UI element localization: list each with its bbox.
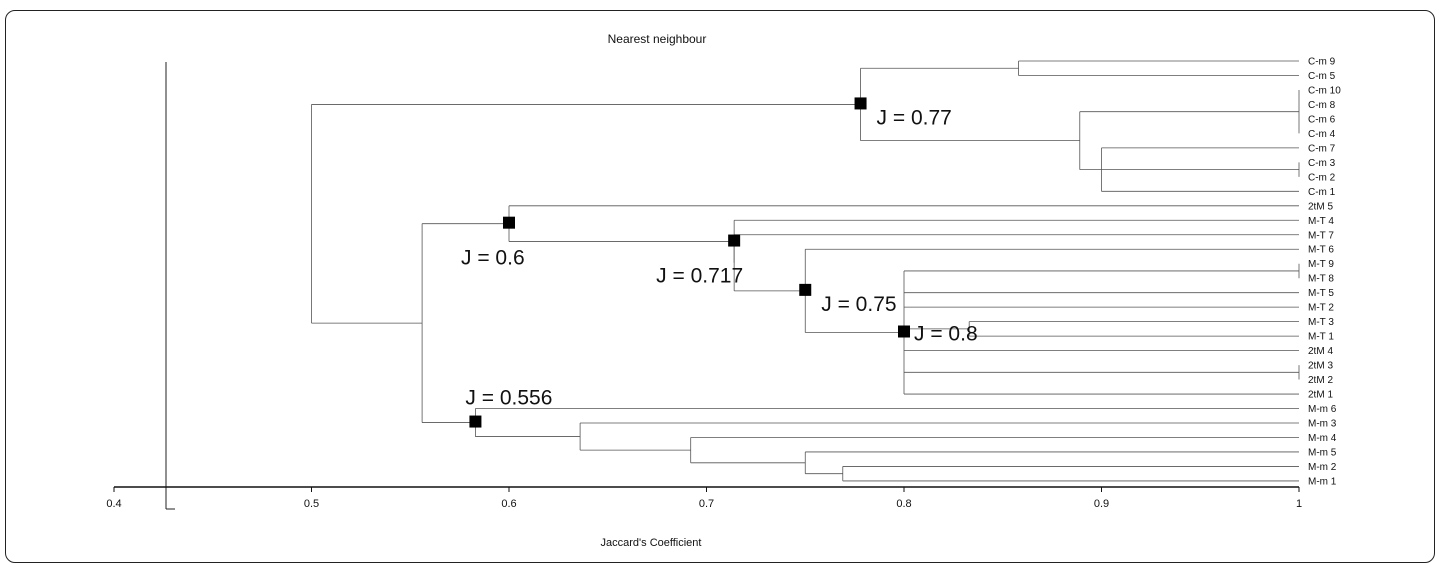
x-tick-label-0: 0.4 (106, 498, 121, 510)
leaf-label-c-m-6: C-m 6 (1308, 114, 1336, 125)
leaf-label-c-m-1: C-m 1 (1308, 187, 1336, 198)
chart-frame (5, 10, 1435, 563)
leaf-label-m-t-8: M-T 8 (1308, 274, 1334, 285)
leaf-label-m-t-6: M-T 6 (1308, 245, 1334, 256)
leaf-label-2tm-4: 2tM 4 (1308, 346, 1333, 357)
leaf-label-m-t-2: M-T 2 (1308, 303, 1334, 314)
node-marker-f (854, 97, 867, 110)
annotation-s: J = 0.556 (465, 387, 552, 410)
leaf-label-m-t-9: M-T 9 (1308, 259, 1334, 270)
leaf-label-m-t-1: M-T 1 (1308, 332, 1334, 343)
node-marker-n (503, 216, 515, 229)
leaf-label-m-m-5: M-m 5 (1308, 447, 1337, 458)
leaf-label-c-m-7: C-m 7 (1308, 143, 1336, 154)
leaf-label-2tm-3: 2tM 3 (1308, 361, 1333, 372)
chart-title: Nearest neighbour (608, 32, 707, 46)
x-tick-label-2: 0.6 (501, 498, 516, 510)
annotation-n: J = 0.6 (461, 247, 525, 270)
x-axis-label: Jaccard's Coefficient (601, 537, 702, 549)
node-marker-k (799, 283, 812, 296)
leaf-label-c-m-9: C-m 9 (1308, 57, 1336, 68)
leaf-label-m-m-6: M-m 6 (1308, 404, 1337, 415)
leaf-label-m-m-1: M-m 1 (1308, 476, 1337, 487)
annotation-f: J = 0.77 (877, 106, 952, 129)
leaf-label-m-t-4: M-T 4 (1308, 216, 1334, 227)
node-marker-m (728, 234, 741, 247)
node-marker-s (469, 415, 482, 428)
leaf-label-2tm-1: 2tM 1 (1308, 390, 1333, 401)
leaf-label-m-m-2: M-m 2 (1308, 462, 1337, 473)
leaf-label-m-m-3: M-m 3 (1308, 419, 1337, 430)
leaf-label-c-m-10: C-m 10 (1308, 85, 1341, 96)
node-marker-j (898, 325, 910, 338)
annotation-m: J = 0.717 (656, 265, 743, 288)
x-tick-label-4: 0.8 (896, 498, 911, 510)
leaf-label-c-m-8: C-m 8 (1308, 100, 1336, 111)
annotation-k: J = 0.75 (821, 293, 896, 316)
leaf-label-2tm-5: 2tM 5 (1308, 201, 1333, 212)
x-tick-label-5: 0.9 (1094, 498, 1109, 510)
leaf-label-m-t-5: M-T 5 (1308, 288, 1334, 299)
x-tick-label-6: 1 (1296, 498, 1302, 510)
leaf-label-m-t-3: M-T 3 (1308, 317, 1334, 328)
leaf-label-2tm-2: 2tM 2 (1308, 375, 1333, 386)
leaf-label-c-m-2: C-m 2 (1308, 172, 1336, 183)
leaf-label-m-m-4: M-m 4 (1308, 433, 1337, 444)
x-tick-label-3: 0.7 (699, 498, 714, 510)
leaf-label-m-t-7: M-T 7 (1308, 230, 1334, 241)
annotation-j: J = 0.8 (914, 323, 978, 346)
x-tick-label-1: 0.5 (304, 498, 319, 510)
leaf-label-c-m-4: C-m 4 (1308, 129, 1336, 140)
leaf-label-c-m-3: C-m 3 (1308, 158, 1336, 169)
leaf-label-c-m-5: C-m 5 (1308, 71, 1336, 82)
